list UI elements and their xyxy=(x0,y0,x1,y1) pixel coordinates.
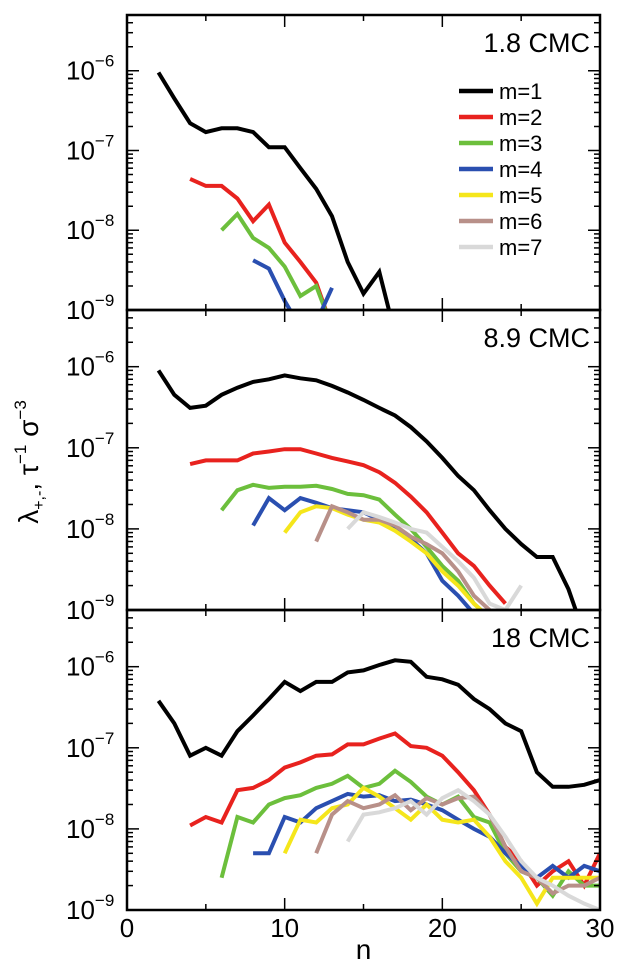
series-line-m6 xyxy=(314,792,600,896)
y-tick-exponent: −6 xyxy=(95,52,114,71)
y-tick-label: 10−7 xyxy=(66,729,114,763)
series-line-m5 xyxy=(283,504,484,610)
series-line-m1 xyxy=(156,71,391,310)
y-tick-exponent: −9 xyxy=(95,291,114,310)
series-group xyxy=(156,369,578,610)
y-tick-exponent: −8 xyxy=(95,211,114,230)
panel-frame xyxy=(125,608,602,912)
y-axis-label: λ+,-, τ−1 σ−3 xyxy=(11,400,48,524)
legend-label: m=5 xyxy=(499,183,542,208)
y-tick-exponent: −7 xyxy=(95,131,114,150)
legend-item-m6: m=6 xyxy=(459,209,542,234)
y-tick-label: 10−9 xyxy=(66,591,114,625)
y-tick-label: 10−6 xyxy=(66,52,114,86)
legend-item-m1: m=1 xyxy=(459,79,542,104)
x-tick-label: 0 xyxy=(120,913,134,943)
y-tick-exponent: −6 xyxy=(95,348,114,367)
y-tick-exponent: −9 xyxy=(95,891,114,910)
y-tick-exponent: −9 xyxy=(95,591,114,610)
y-tick-label: 10−8 xyxy=(66,510,114,544)
legend-item-m2: m=2 xyxy=(459,105,542,130)
series-group xyxy=(156,71,391,310)
y-tick-exponent: −7 xyxy=(95,729,114,748)
legend-item-m3: m=3 xyxy=(459,131,542,156)
y-tick-label: 10−9 xyxy=(66,891,114,925)
y-tick-exponent: −7 xyxy=(95,429,114,448)
series-line-m1 xyxy=(156,658,600,789)
legend-item-m4: m=4 xyxy=(459,157,542,182)
x-axis-label: n xyxy=(356,934,372,961)
y-tick-label: 10−6 xyxy=(66,648,114,682)
legend-item-m7: m=7 xyxy=(459,235,542,260)
x-tick-label: 10 xyxy=(270,913,299,943)
panel-frame xyxy=(125,308,602,612)
legend-label: m=4 xyxy=(499,157,542,182)
legend-label: m=6 xyxy=(499,209,542,234)
legend-label: m=1 xyxy=(499,79,542,104)
panel-label: 8.9 CMC xyxy=(483,323,590,353)
series-line-m3 xyxy=(220,210,328,310)
legend: m=1m=2m=3m=4m=5m=6m=7 xyxy=(459,79,542,260)
series-line-m2 xyxy=(189,447,507,605)
x-tick-labels: 0 10 20 30 xyxy=(120,913,615,943)
legend-label: m=2 xyxy=(499,105,542,130)
x-tick-label: 20 xyxy=(428,913,457,943)
panel-3: 10−9 10−8 10−7 10−6 18 CMC xyxy=(66,608,602,925)
y-tick-exponent: −8 xyxy=(95,510,114,529)
y-tick-label: 10−8 xyxy=(66,211,114,245)
series-line-m2 xyxy=(189,177,328,310)
y-tick-label: 10−7 xyxy=(66,131,114,165)
series-line-m4 xyxy=(252,258,334,310)
y-tick-exponent: −8 xyxy=(95,810,114,829)
y-tick-label: 10−8 xyxy=(66,810,114,844)
panel-2: 10−9 10−8 10−7 10−6 8.9 CMC xyxy=(66,308,602,625)
series-line-m7 xyxy=(345,787,600,910)
y-ticks xyxy=(126,309,601,611)
series-line-m4 xyxy=(251,495,474,610)
legend-label: m=3 xyxy=(499,131,542,156)
series-line-m6 xyxy=(314,503,491,610)
series-line-m7 xyxy=(346,510,523,610)
legend-label: m=7 xyxy=(499,235,542,260)
series-group xyxy=(156,658,600,910)
y-tick-label: 10−9 xyxy=(66,291,114,325)
series-line-m3 xyxy=(220,482,484,610)
y-tick-exponent: −6 xyxy=(95,648,114,667)
panel-label: 1.8 CMC xyxy=(483,28,590,58)
y-tick-label: 10−6 xyxy=(66,348,114,382)
panel-label: 18 CMC xyxy=(491,623,590,653)
legend-item-m5: m=5 xyxy=(459,183,542,208)
y-ticks xyxy=(126,609,601,911)
y-tick-label: 10−7 xyxy=(66,429,114,463)
x-tick-label: 30 xyxy=(586,913,615,943)
series-line-m1 xyxy=(156,369,578,610)
